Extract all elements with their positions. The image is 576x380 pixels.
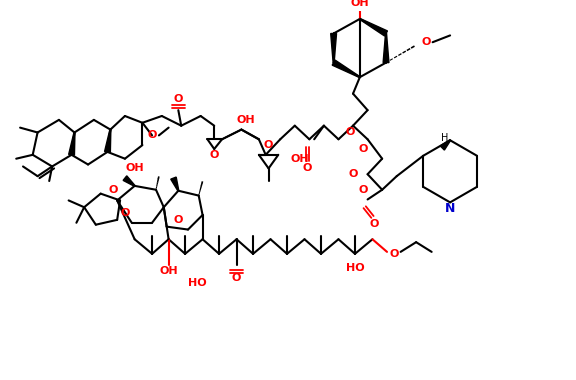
Polygon shape <box>359 19 388 36</box>
Text: O: O <box>303 163 312 173</box>
Polygon shape <box>331 33 336 63</box>
Text: O: O <box>173 93 183 103</box>
Text: O: O <box>346 127 355 138</box>
Text: H: H <box>441 133 448 143</box>
Polygon shape <box>123 176 135 186</box>
Polygon shape <box>440 140 450 150</box>
Polygon shape <box>383 33 389 63</box>
Text: HO: HO <box>346 263 364 273</box>
Text: O: O <box>120 208 130 218</box>
Text: OH: OH <box>126 163 144 173</box>
Text: O: O <box>109 185 118 195</box>
Text: OH: OH <box>237 115 256 125</box>
Polygon shape <box>332 60 360 78</box>
Text: O: O <box>358 144 367 154</box>
Text: OH: OH <box>290 154 309 164</box>
Text: O: O <box>210 150 219 160</box>
Text: HO: HO <box>188 278 207 288</box>
Text: N: N <box>445 202 455 215</box>
Text: O: O <box>348 169 358 179</box>
Text: O: O <box>264 140 273 150</box>
Polygon shape <box>105 130 111 152</box>
Text: O: O <box>421 37 430 47</box>
Text: O: O <box>232 273 241 283</box>
Text: O: O <box>389 249 399 259</box>
Polygon shape <box>69 132 75 155</box>
Polygon shape <box>170 177 179 191</box>
Text: O: O <box>147 130 157 140</box>
Text: OH: OH <box>160 266 178 276</box>
Text: O: O <box>370 219 379 229</box>
Text: OH: OH <box>351 0 369 8</box>
Text: O: O <box>358 185 367 195</box>
Text: O: O <box>173 215 183 225</box>
